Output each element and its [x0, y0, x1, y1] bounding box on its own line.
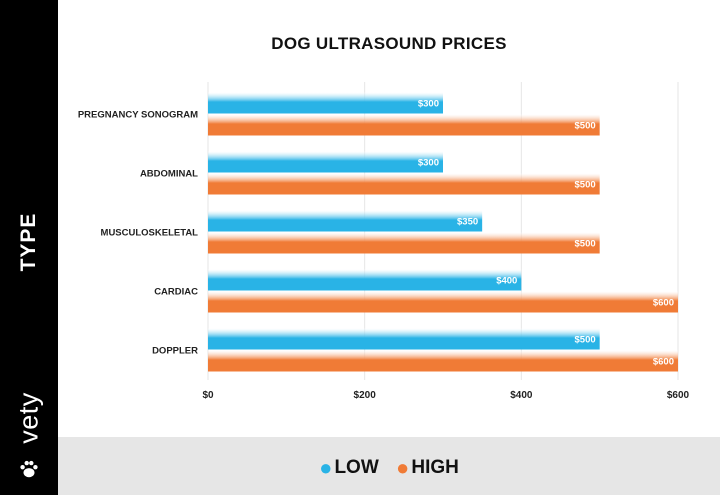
data-label-high: $500: [575, 239, 596, 250]
data-label-high: $500: [575, 121, 596, 132]
bar-high: [208, 291, 678, 313]
bar-low: [208, 328, 600, 350]
data-label-high: $500: [575, 180, 596, 191]
bar-high: [208, 114, 600, 136]
bar-high: [208, 232, 600, 254]
bar-low: [208, 269, 522, 291]
category-label: PREGNANCY SONOGRAM: [78, 110, 198, 121]
legend-label-high: HIGH: [411, 457, 459, 479]
x-tick-label: $200: [354, 390, 377, 401]
bar-chart: $0 $200 $400 $600 PREGNANCY SONOGRAM $300 $500…: [78, 82, 690, 401]
data-label-high: $600: [653, 357, 674, 368]
data-label-low: $400: [496, 276, 517, 287]
legend-band: ● LOW ● HIGH: [58, 437, 720, 495]
bar-low: [208, 210, 483, 232]
bar-high: [208, 350, 678, 372]
x-tick-label: $600: [667, 390, 690, 401]
data-label-low: $350: [457, 217, 478, 228]
x-tick-label: $400: [510, 390, 533, 401]
bar-low: [208, 151, 443, 173]
legend-label-low: LOW: [334, 457, 379, 479]
chart-title: DOG ULTRASOUND PRICES: [271, 34, 507, 53]
legend-swatch-low: ●: [319, 455, 333, 480]
legend-item-low: ● LOW: [319, 455, 379, 481]
side-bar: TYPE vety: [0, 0, 58, 495]
bar-high: [208, 173, 600, 195]
data-label-low: $300: [418, 99, 439, 110]
category-label: CARDIAC: [154, 287, 198, 298]
legend-swatch-high: ●: [396, 455, 410, 480]
data-label-high: $600: [653, 298, 674, 309]
paw-icon: [20, 460, 38, 478]
category-label: ABDOMINAL: [140, 169, 198, 180]
legend-item-high: ● HIGH: [396, 455, 459, 481]
bar-low: [208, 92, 443, 114]
data-label-low: $500: [575, 335, 596, 346]
data-label-low: $300: [418, 158, 439, 169]
legend: ● LOW ● HIGH: [58, 455, 720, 481]
category-label: MUSCULOSKELETAL: [101, 228, 199, 239]
category-label: DOPPLER: [152, 346, 198, 357]
x-tick-label: $0: [202, 390, 214, 401]
